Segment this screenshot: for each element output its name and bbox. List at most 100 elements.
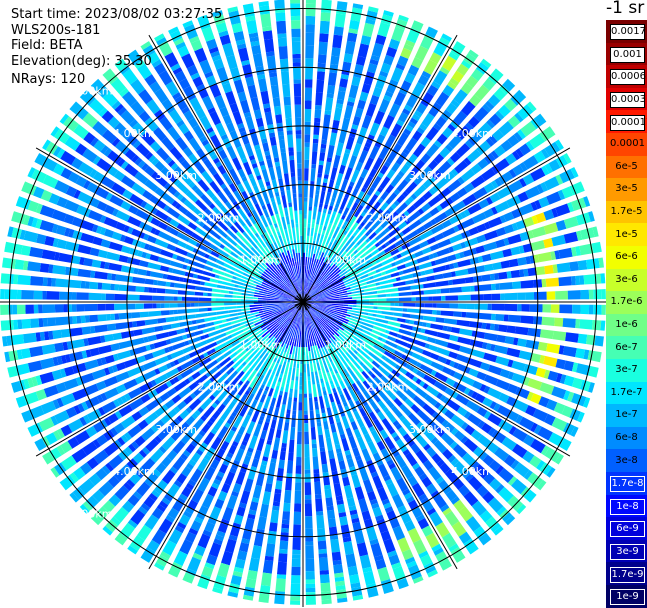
colorbar-tick-label: 1e-7 — [615, 409, 638, 421]
ppi-ray — [304, 304, 482, 559]
ppi-rays — [0, 0, 606, 605]
colorbar-cell: 0.0017 — [606, 20, 647, 43]
colorbar-cell: 6e-7 — [606, 336, 647, 359]
ppi-ray — [303, 5, 396, 300]
colorbar-tick-label: 0.0003 — [610, 92, 646, 109]
ppi-ray — [65, 98, 301, 301]
ppi-ray — [305, 256, 606, 302]
range-ring-label: 5.00km — [71, 85, 113, 98]
colorbar-tick-label: 1e-6 — [615, 319, 638, 331]
colorbar-cell: 1e-8 — [606, 494, 647, 518]
range-ring-label: 1.00km — [240, 338, 282, 351]
colorbar-cell: 3e-9 — [606, 539, 647, 563]
range-ring-label: 3.00km — [155, 423, 197, 436]
ppi-ray — [226, 1, 303, 300]
ppi-ray — [305, 98, 541, 301]
ppi-ray — [305, 179, 590, 301]
colorbar-cell: 1.7e-8 — [606, 472, 647, 495]
ppi-ray — [304, 36, 469, 300]
ppi-ray — [303, 304, 333, 605]
colorbar-cell: 3e-6 — [606, 268, 647, 292]
colorbar-tick-label: 1.7e-7 — [610, 386, 643, 398]
colorbar-tick-label: 1.7e-9 — [610, 566, 645, 583]
range-ring-label: 3.00km — [409, 169, 451, 182]
ppi-ray — [305, 302, 606, 348]
azimuth-spoke — [148, 301, 304, 570]
range-ring-label: 3.00km — [409, 423, 451, 436]
range-ring-label: 5.00km — [71, 507, 113, 520]
colorbar-cell: 3e-5 — [606, 178, 647, 201]
range-ring-label: 4.00km — [113, 127, 155, 140]
ppi-ray — [303, 304, 365, 605]
colorbar-cell: 1.7e-6 — [606, 291, 647, 314]
colorbar-cell: 1.7e-9 — [606, 562, 647, 585]
ppi-ray — [305, 123, 560, 301]
colorbar-tick-label: 3e-7 — [615, 364, 638, 376]
colorbar-cell: 6e-8 — [606, 426, 647, 450]
colorbar-cell: 0.0006 — [606, 65, 647, 88]
ppi-ray — [304, 304, 441, 583]
ppi-ray — [55, 303, 301, 494]
colorbar-cell: 0.001 — [606, 42, 647, 66]
ppi-ray — [6, 209, 301, 302]
ppi-ray — [29, 303, 301, 454]
colorbar-tick-label: 3e-9 — [610, 544, 645, 561]
center-marker — [299, 293, 304, 303]
range-ring-label: 1.00km — [324, 338, 366, 351]
ppi-ray — [0, 272, 301, 302]
colorbar-cell: 1e-5 — [606, 223, 647, 246]
ppi-ray — [305, 302, 606, 332]
ppi-ray — [303, 0, 333, 300]
ppi-ray — [305, 164, 584, 301]
ppi-ray — [305, 302, 606, 316]
colorbar-cell: 1e-7 — [606, 404, 647, 427]
ppi-ray — [137, 304, 302, 568]
colorbar-cell: 3e-7 — [606, 359, 647, 382]
instrument-label: WLS200s-181 — [11, 23, 101, 38]
elevation-label: Elevation(deg): 35.30 — [11, 54, 152, 69]
ppi-ray — [180, 304, 302, 589]
colorbar-tick-label: 1.7e-8 — [610, 476, 645, 493]
colorbar-tick-label: 6e-9 — [610, 521, 645, 538]
azimuth-spoke — [302, 34, 458, 303]
ppi-ray — [29, 150, 301, 301]
colorbar-cell: 3e-8 — [606, 449, 647, 472]
ppi-ray — [304, 64, 507, 300]
colorbar-tick-label: 1.7e-6 — [610, 296, 643, 308]
ppi-ray — [0, 302, 301, 332]
ppi-ray — [304, 304, 426, 589]
ppi-ray — [180, 15, 302, 300]
ppi-ray — [76, 304, 301, 518]
ppi-ray — [99, 64, 302, 300]
colorbar-cell: 1.7e-7 — [606, 381, 647, 405]
range-ring-label: 2.00km — [367, 381, 409, 394]
range-ring-label: 4.00km — [451, 465, 493, 478]
ppi-ray — [273, 0, 303, 300]
colorbar-tick-label: 0.0001 — [610, 138, 645, 150]
range-ring-label: 4.00km — [113, 465, 155, 478]
ppi-ray — [226, 304, 303, 603]
ppi-ray — [111, 304, 302, 550]
colorbar-tick-label: 1e-8 — [610, 498, 645, 515]
field-label: Field: BETA — [11, 38, 83, 53]
ppi-ray — [0, 302, 301, 364]
range-ring-label: 4.00km — [451, 127, 493, 140]
colorbar-tick-label: 1.7e-5 — [610, 206, 643, 218]
ppi-ray — [0, 302, 301, 348]
colorbar-tick-label: 0.0006 — [610, 69, 646, 86]
ppi-ray — [305, 209, 600, 302]
ppi-ray — [305, 302, 600, 395]
ppi-ray — [195, 304, 303, 595]
ppi-ray — [151, 304, 302, 576]
colorbar-cell: 0.0003 — [606, 87, 647, 111]
range-labels: 1.00km 1.00km 1.00km 1.00km 2.00km 2.00km 2.00… — [71, 85, 493, 521]
colorbar-cell: 6e-5 — [606, 155, 647, 179]
ppi-ray — [304, 21, 441, 300]
ppi-ray — [37, 136, 301, 301]
ppi-ray — [303, 1, 380, 300]
colorbar-tick-label: 0.001 — [610, 46, 645, 63]
ppi-ray — [210, 5, 303, 300]
azimuth-spoke — [148, 34, 304, 303]
ppi-ray — [305, 302, 604, 379]
ppi-ray — [305, 150, 577, 301]
